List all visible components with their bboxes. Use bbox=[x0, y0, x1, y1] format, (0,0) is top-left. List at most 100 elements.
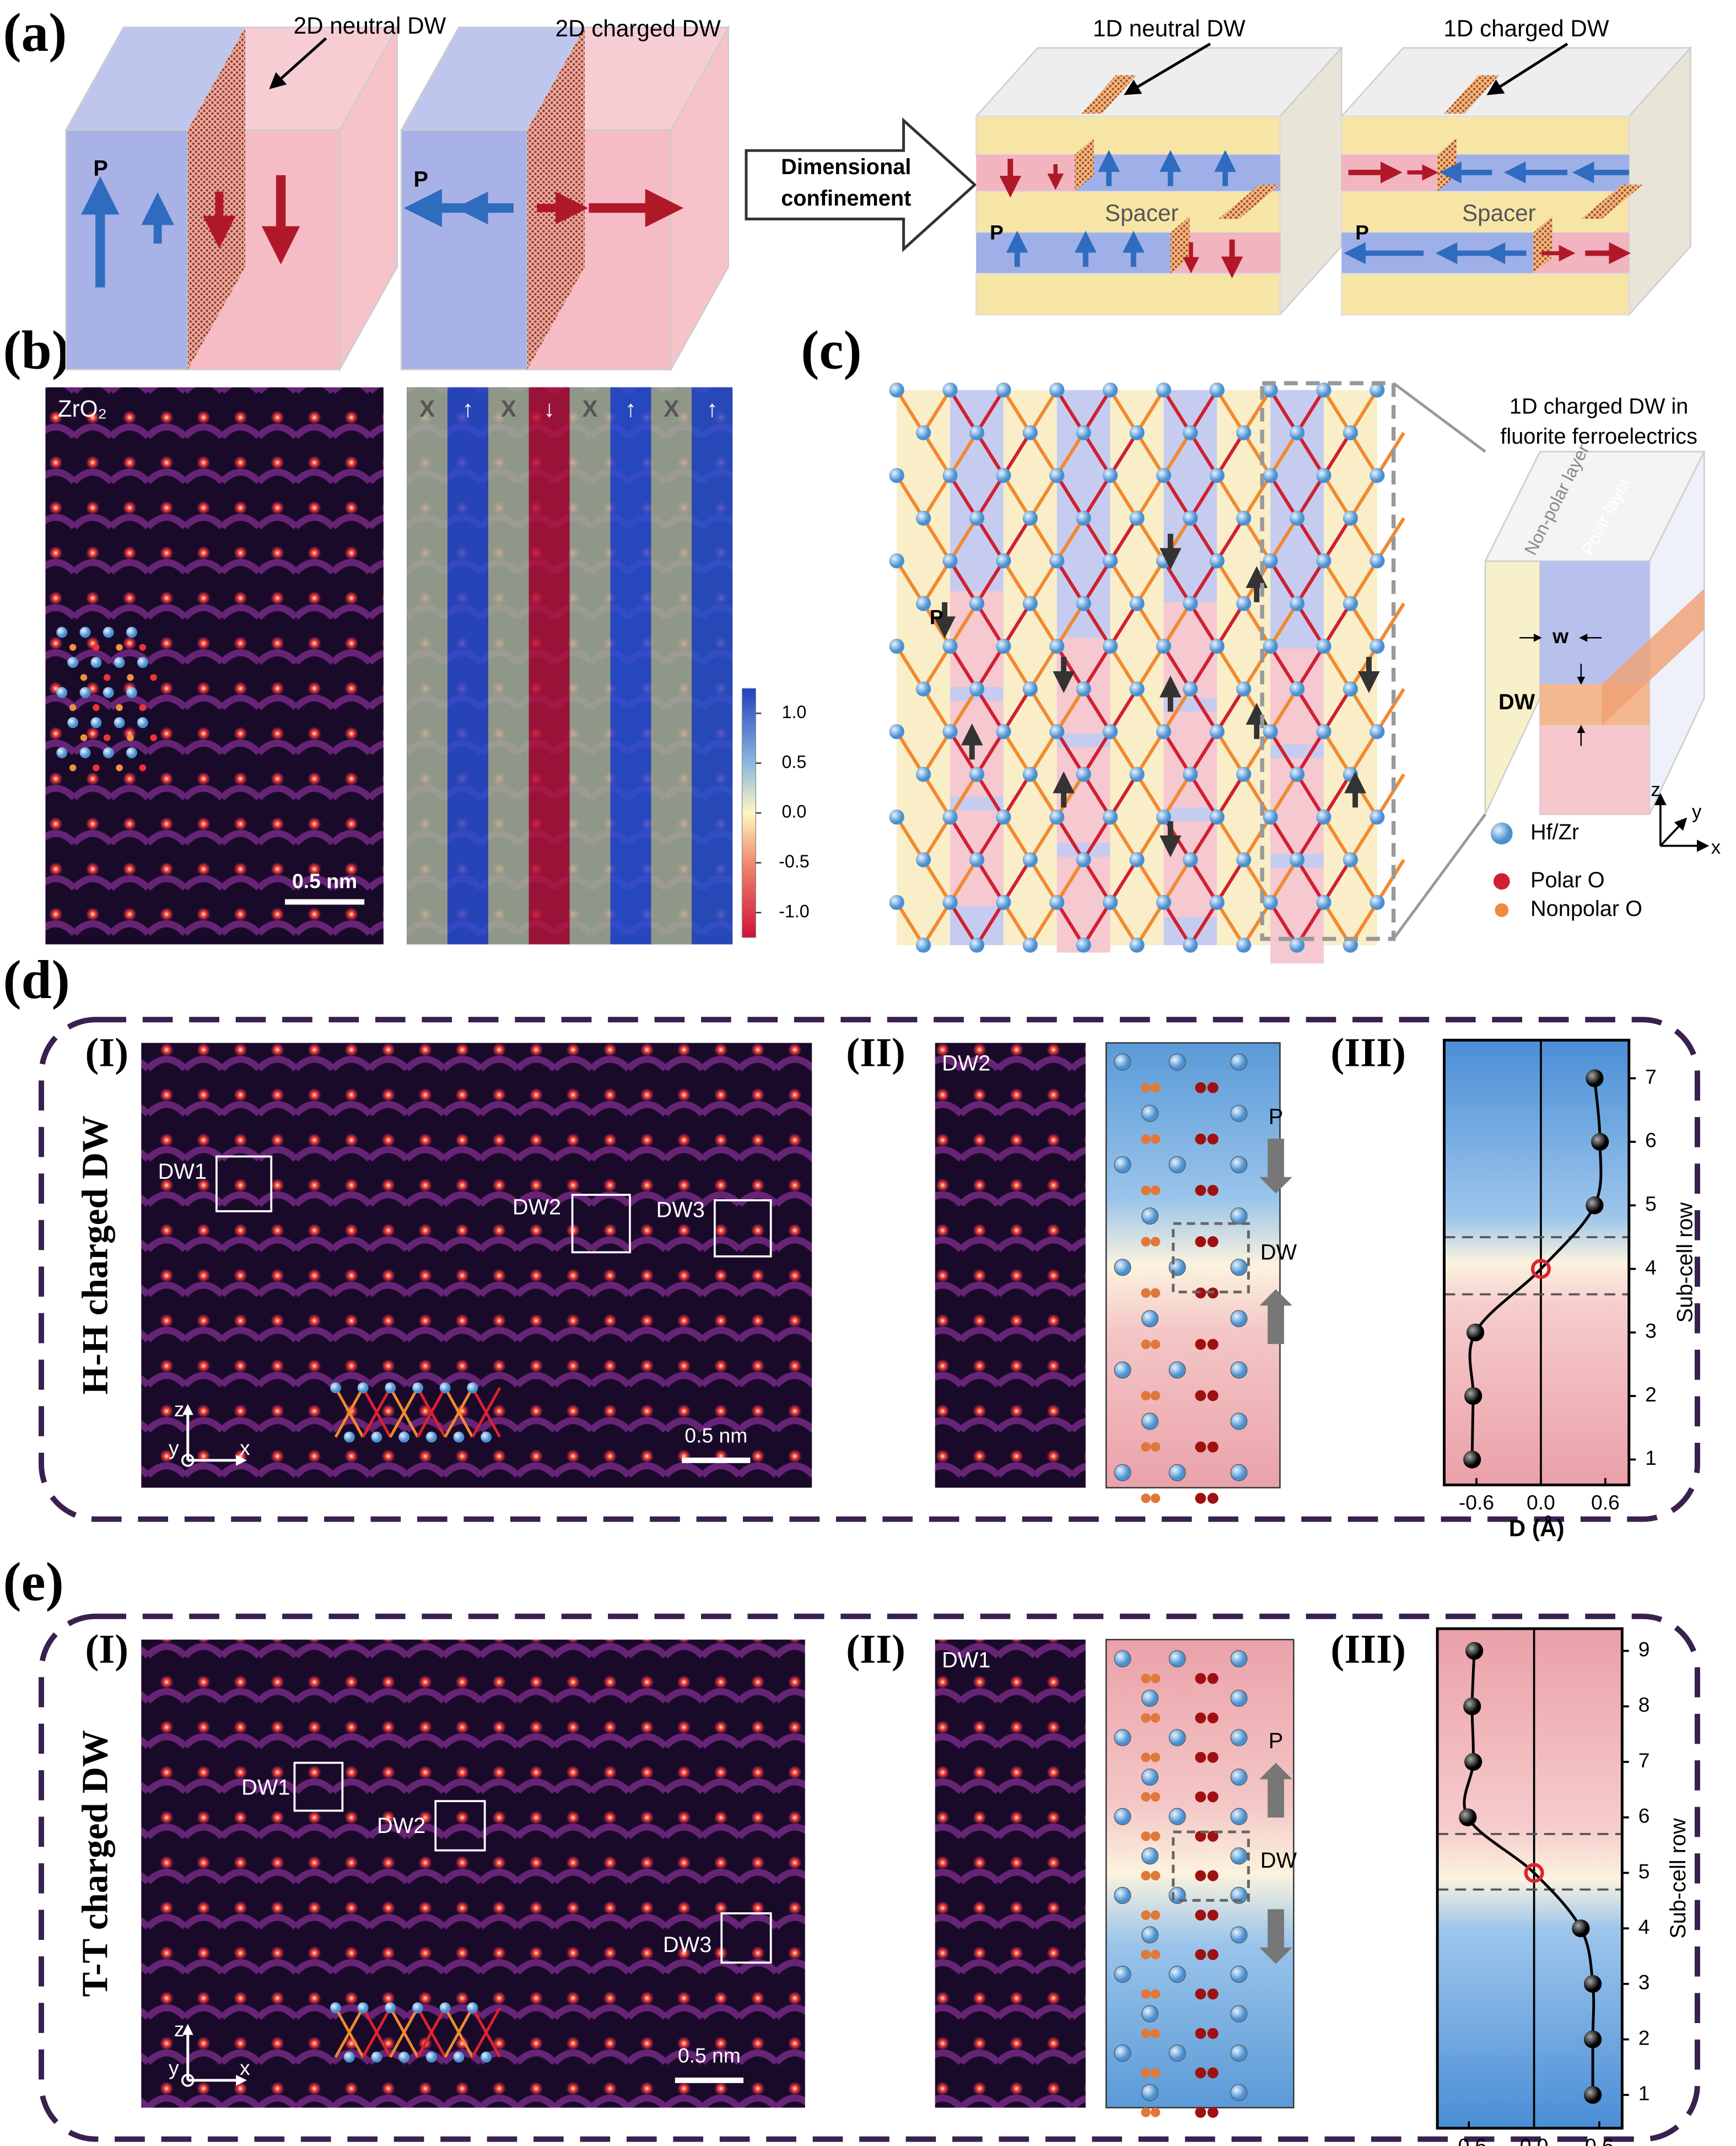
leader bbox=[269, 37, 327, 89]
bond bbox=[1055, 475, 1085, 519]
cation bbox=[1263, 468, 1278, 483]
cation bbox=[1141, 1310, 1159, 1328]
cation bbox=[942, 382, 958, 398]
o bbox=[1195, 1339, 1206, 1350]
subpanel: (I) bbox=[85, 1627, 128, 1672]
o bbox=[1195, 1133, 1206, 1145]
bond bbox=[1215, 816, 1246, 861]
cation bbox=[1230, 1361, 1248, 1379]
y-tick-label: 5 bbox=[1638, 1859, 1650, 1883]
bond bbox=[1215, 517, 1246, 562]
cation bbox=[915, 510, 931, 526]
cation bbox=[915, 596, 931, 611]
o bbox=[1141, 1185, 1151, 1195]
o bbox=[1150, 1390, 1161, 1401]
data-point bbox=[1583, 2086, 1602, 2104]
o bbox=[1195, 1390, 1206, 1401]
o bbox=[1207, 1390, 1219, 1401]
zoom-line bbox=[1393, 382, 1486, 453]
bond bbox=[1215, 560, 1246, 605]
cation bbox=[996, 553, 1011, 569]
bond bbox=[1082, 645, 1112, 690]
bond bbox=[1002, 475, 1032, 519]
bond bbox=[1189, 602, 1219, 648]
x-axis-label: D (Å) bbox=[1509, 1516, 1565, 1541]
atom bbox=[139, 704, 146, 711]
bond bbox=[1162, 730, 1192, 775]
spacer-label: Spacer bbox=[1462, 200, 1536, 226]
atom bbox=[137, 657, 148, 668]
big-arrow bbox=[1259, 1289, 1292, 1344]
label: P bbox=[1355, 221, 1369, 244]
cation bbox=[1022, 937, 1038, 953]
bond bbox=[1189, 901, 1219, 946]
cation bbox=[1230, 1156, 1248, 1173]
roi-label: DW3 bbox=[663, 1933, 711, 1957]
bond bbox=[921, 560, 952, 605]
stem-image bbox=[45, 387, 384, 945]
cation bbox=[1236, 596, 1252, 611]
bond bbox=[471, 2007, 502, 2058]
cation bbox=[1168, 1259, 1186, 1276]
roi-label: DW2 bbox=[513, 1195, 561, 1219]
bond bbox=[1055, 560, 1085, 605]
cation bbox=[969, 681, 985, 697]
bond bbox=[1002, 859, 1032, 904]
bond bbox=[1269, 901, 1299, 946]
y-tick-label: 4 bbox=[1645, 1255, 1657, 1279]
cation bbox=[1236, 767, 1252, 782]
cation bbox=[1316, 724, 1331, 740]
cation bbox=[942, 724, 958, 740]
cation bbox=[1183, 681, 1198, 697]
cation bbox=[1114, 1650, 1131, 1668]
cation bbox=[1129, 681, 1145, 697]
roi-box bbox=[713, 1199, 772, 1258]
cation bbox=[1370, 639, 1385, 654]
dw-label: DW bbox=[1260, 1240, 1297, 1264]
cation bbox=[1230, 1259, 1248, 1276]
cation bbox=[1263, 382, 1278, 398]
cation bbox=[1343, 510, 1358, 526]
roi-label: DW3 bbox=[656, 1198, 705, 1222]
bond bbox=[948, 816, 979, 861]
atom bbox=[126, 747, 137, 758]
data-point bbox=[1591, 1133, 1609, 1151]
o bbox=[1141, 1083, 1151, 1093]
cation bbox=[1316, 809, 1331, 825]
subpanel: (III) bbox=[1330, 1030, 1406, 1075]
cation bbox=[1022, 767, 1038, 782]
bond bbox=[1322, 859, 1352, 904]
cation bbox=[1209, 639, 1225, 654]
cation bbox=[1114, 1886, 1131, 1904]
arrow-text: confinement bbox=[781, 186, 911, 211]
o bbox=[1207, 1831, 1219, 1842]
bond bbox=[1242, 901, 1272, 946]
bond bbox=[1028, 560, 1059, 605]
panel-frame bbox=[39, 1613, 1700, 2142]
plot-frame bbox=[1436, 1627, 1624, 2130]
cation bbox=[1129, 852, 1145, 867]
title: 2D charged DW bbox=[556, 15, 721, 41]
panel-label: (b) bbox=[3, 320, 69, 380]
bond bbox=[1082, 517, 1112, 562]
bond bbox=[1376, 517, 1405, 562]
bond bbox=[1135, 517, 1166, 562]
column-mark: X bbox=[664, 396, 679, 422]
bond bbox=[1189, 389, 1219, 434]
bond bbox=[1189, 773, 1219, 818]
domain-wall bbox=[1444, 75, 1499, 114]
cation bbox=[1230, 2045, 1248, 2062]
cation bbox=[1230, 1729, 1248, 1746]
cation bbox=[889, 894, 904, 910]
o bbox=[1207, 1673, 1219, 1684]
cation bbox=[1022, 852, 1038, 867]
cation bbox=[1230, 1847, 1248, 1865]
cation bbox=[942, 639, 958, 654]
cation bbox=[889, 468, 904, 483]
data-point bbox=[1463, 1451, 1481, 1469]
bond bbox=[1269, 688, 1299, 733]
bond bbox=[444, 1387, 474, 1438]
bond bbox=[1162, 475, 1192, 519]
spacer-layer bbox=[1341, 191, 1630, 234]
domain-wall bbox=[1074, 138, 1094, 192]
